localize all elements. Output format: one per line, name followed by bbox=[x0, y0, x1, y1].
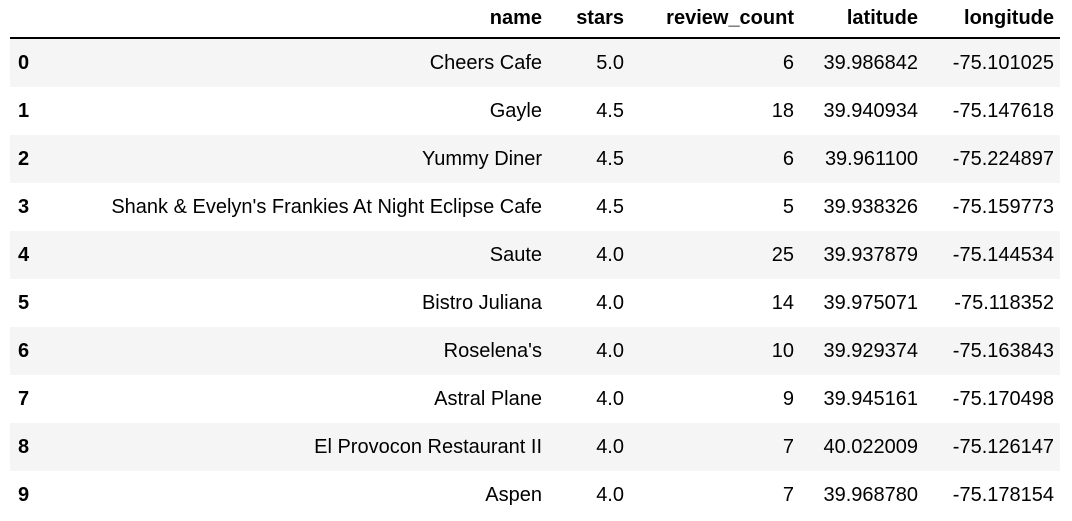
cell-name: Shank & Evelyn's Frankies At Night Eclip… bbox=[111, 195, 542, 218]
row-index: 1 bbox=[18, 99, 30, 122]
cell-latitude: 39.961100 bbox=[824, 147, 918, 170]
cell-latitude: 39.945161 bbox=[823, 387, 918, 410]
cell-stars: 4.5 bbox=[596, 147, 624, 170]
cell-review-count: 9 bbox=[782, 387, 794, 410]
cell-latitude: 39.968780 bbox=[823, 483, 918, 506]
column-header-review-count: review_count bbox=[630, 0, 800, 39]
cell-stars: 4.0 bbox=[596, 291, 624, 314]
cell-name: Cheers Cafe bbox=[429, 51, 542, 74]
cell-stars: 4.0 bbox=[596, 387, 624, 410]
cell-longitude: -75.126147 bbox=[952, 435, 1054, 458]
cell-name: El Provocon Restaurant II bbox=[314, 435, 542, 458]
cell-longitude: -75.118352 bbox=[954, 291, 1054, 314]
table-row: 0 Cheers Cafe 5.0 6 39.986842 -75.101025 bbox=[10, 38, 1060, 87]
cell-longitude: -75.159773 bbox=[952, 195, 1054, 218]
row-index: 0 bbox=[18, 51, 30, 74]
cell-stars: 4.0 bbox=[596, 243, 624, 266]
table-row: 2 Yummy Diner 4.5 6 39.961100 -75.224897 bbox=[10, 135, 1060, 183]
cell-stars: 4.0 bbox=[596, 483, 624, 506]
cell-stars: 4.0 bbox=[596, 339, 624, 362]
cell-latitude: 40.022009 bbox=[823, 435, 918, 458]
cell-latitude: 39.975071 bbox=[823, 291, 918, 314]
cell-name: Yummy Diner bbox=[421, 147, 542, 170]
column-header-name: name bbox=[48, 0, 548, 39]
cell-longitude: -75.170498 bbox=[952, 387, 1054, 410]
cell-name: Astral Plane bbox=[434, 387, 542, 410]
cell-review-count: 18 bbox=[771, 99, 794, 122]
row-index: 9 bbox=[18, 483, 30, 506]
column-header-latitude: latitude bbox=[800, 0, 924, 39]
cell-longitude: -75.178154 bbox=[952, 483, 1054, 506]
cell-name: Roselena's bbox=[443, 339, 542, 362]
table-row: 9 Aspen 4.0 7 39.968780 -75.178154 bbox=[10, 471, 1060, 519]
table-body: 0 Cheers Cafe 5.0 6 39.986842 -75.101025… bbox=[10, 38, 1060, 519]
row-index: 4 bbox=[18, 243, 30, 266]
row-index: 3 bbox=[18, 195, 30, 218]
row-index: 5 bbox=[18, 291, 30, 314]
cell-stars: 4.5 bbox=[596, 195, 624, 218]
row-index: 6 bbox=[18, 339, 30, 362]
row-index: 8 bbox=[18, 435, 30, 458]
cell-latitude: 39.937879 bbox=[823, 243, 918, 266]
cell-review-count: 6 bbox=[782, 51, 794, 74]
column-header-stars: stars bbox=[548, 0, 630, 39]
table-row: 1 Gayle 4.5 18 39.940934 -75.147618 bbox=[10, 87, 1060, 135]
cell-longitude: -75.101025 bbox=[952, 51, 1054, 74]
cell-stars: 4.5 bbox=[596, 99, 624, 122]
dataframe-output: name stars review_count latitude longitu… bbox=[10, 0, 1060, 519]
cell-review-count: 6 bbox=[782, 147, 794, 170]
cell-stars: 4.0 bbox=[596, 435, 624, 458]
column-header-longitude: longitude bbox=[924, 0, 1060, 39]
table-header: name stars review_count latitude longitu… bbox=[10, 0, 1060, 39]
cell-latitude: 39.940934 bbox=[823, 99, 918, 122]
table-row: 6 Roselena's 4.0 10 39.929374 -75.163843 bbox=[10, 327, 1060, 375]
cell-review-count: 5 bbox=[782, 195, 794, 218]
dataframe-table: name stars review_count latitude longitu… bbox=[10, 0, 1060, 519]
cell-longitude: -75.224897 bbox=[952, 147, 1054, 170]
table-row: 8 El Provocon Restaurant II 4.0 7 40.022… bbox=[10, 423, 1060, 471]
table-row: 4 Saute 4.0 25 39.937879 -75.144534 bbox=[10, 231, 1060, 279]
cell-review-count: 10 bbox=[771, 339, 794, 362]
cell-review-count: 7 bbox=[782, 435, 794, 458]
cell-review-count: 14 bbox=[771, 291, 794, 314]
row-index: 2 bbox=[18, 147, 30, 170]
cell-latitude: 39.986842 bbox=[823, 51, 918, 74]
cell-name: Bistro Juliana bbox=[421, 291, 542, 314]
cell-review-count: 7 bbox=[782, 483, 794, 506]
cell-name: Aspen bbox=[485, 483, 542, 506]
cell-latitude: 39.938326 bbox=[823, 195, 918, 218]
cell-stars: 5.0 bbox=[596, 51, 624, 74]
cell-name: Saute bbox=[489, 243, 542, 266]
cell-longitude: -75.147618 bbox=[952, 99, 1054, 122]
cell-latitude: 39.929374 bbox=[823, 339, 918, 362]
cell-name: Gayle bbox=[489, 99, 542, 122]
table-row: 5 Bistro Juliana 4.0 14 39.975071 -75.11… bbox=[10, 279, 1060, 327]
index-header bbox=[10, 0, 48, 39]
table-row: 3 Shank & Evelyn's Frankies At Night Ecl… bbox=[10, 183, 1060, 231]
row-index: 7 bbox=[18, 387, 30, 410]
table-row: 7 Astral Plane 4.0 9 39.945161 -75.17049… bbox=[10, 375, 1060, 423]
cell-longitude: -75.163843 bbox=[952, 339, 1054, 362]
cell-longitude: -75.144534 bbox=[952, 243, 1054, 266]
header-row: name stars review_count latitude longitu… bbox=[10, 0, 1060, 39]
cell-review-count: 25 bbox=[771, 243, 794, 266]
